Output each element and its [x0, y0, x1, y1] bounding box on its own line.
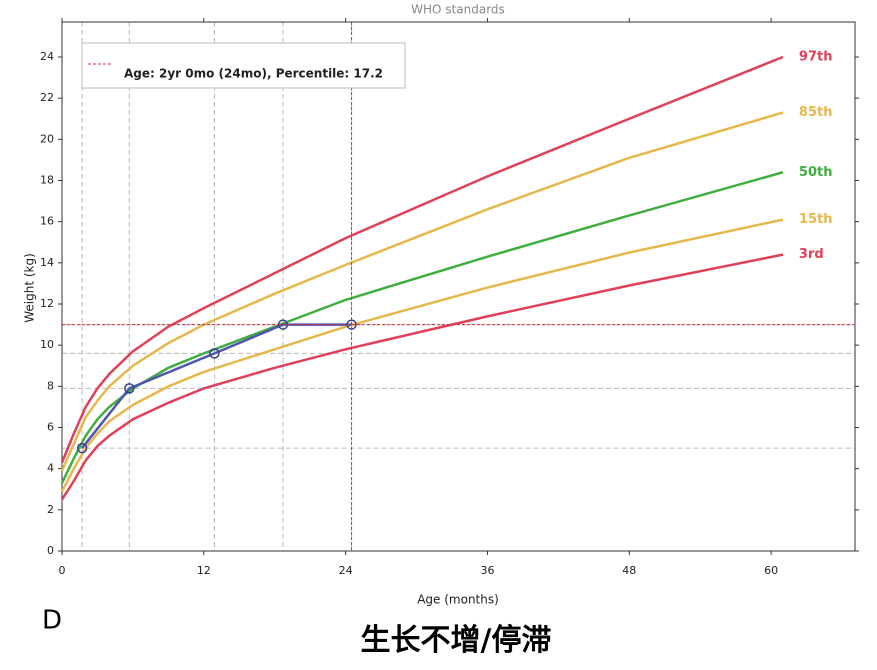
- panel-label: D: [42, 606, 62, 636]
- y-tick-label: 4: [47, 462, 54, 475]
- y-tick-label: 8: [47, 379, 54, 392]
- x-tick-label: 0: [59, 564, 66, 577]
- y-tick-label: 0: [47, 544, 54, 557]
- percentile-line: [60, 111, 784, 472]
- series-label: 50th: [799, 165, 833, 180]
- x-tick-label: 48: [622, 564, 636, 577]
- series-label: 85th: [799, 105, 833, 120]
- x-tick-label: 12: [197, 564, 211, 577]
- plot-frame: [61, 21, 856, 552]
- y-tick-label: 2: [47, 503, 54, 516]
- x-axis-label: Age (months): [417, 593, 499, 607]
- y-tick-label: 6: [47, 420, 54, 433]
- y-tick-label: 18: [40, 173, 54, 186]
- legend-box: [81, 42, 406, 89]
- measurement-point: [209, 348, 220, 359]
- x-tick-label: 60: [764, 564, 778, 577]
- percentile-line: [60, 171, 784, 484]
- percentile-line: [60, 218, 784, 492]
- series-label: 15th: [799, 212, 833, 227]
- y-tick-label: 22: [40, 91, 54, 104]
- measurement-line: [81, 323, 352, 449]
- y-tick-label: 16: [40, 215, 54, 228]
- legend-text: Age: 2yr 0mo (24mo), Percentile: 17.2: [124, 67, 383, 81]
- x-tick-label: 24: [339, 564, 353, 577]
- measurement-point: [76, 442, 88, 454]
- measurement-point: [124, 383, 135, 394]
- y-tick-label: 14: [40, 256, 54, 269]
- x-tick-label: 36: [480, 564, 494, 577]
- y-tick-label: 20: [40, 132, 54, 145]
- y-tick-label: 10: [40, 338, 54, 351]
- y-axis-label: Weight (kg): [23, 253, 37, 323]
- caption: 生长不增/停滞: [361, 623, 552, 658]
- series-label: 3rd: [799, 247, 824, 262]
- chart-title: WHO standards: [411, 3, 505, 17]
- percentile-line: [60, 253, 784, 501]
- y-tick-label: 12: [40, 297, 54, 310]
- series-label: 97th: [799, 49, 833, 64]
- y-tick-label: 24: [40, 50, 54, 63]
- percentile-line: [60, 55, 784, 463]
